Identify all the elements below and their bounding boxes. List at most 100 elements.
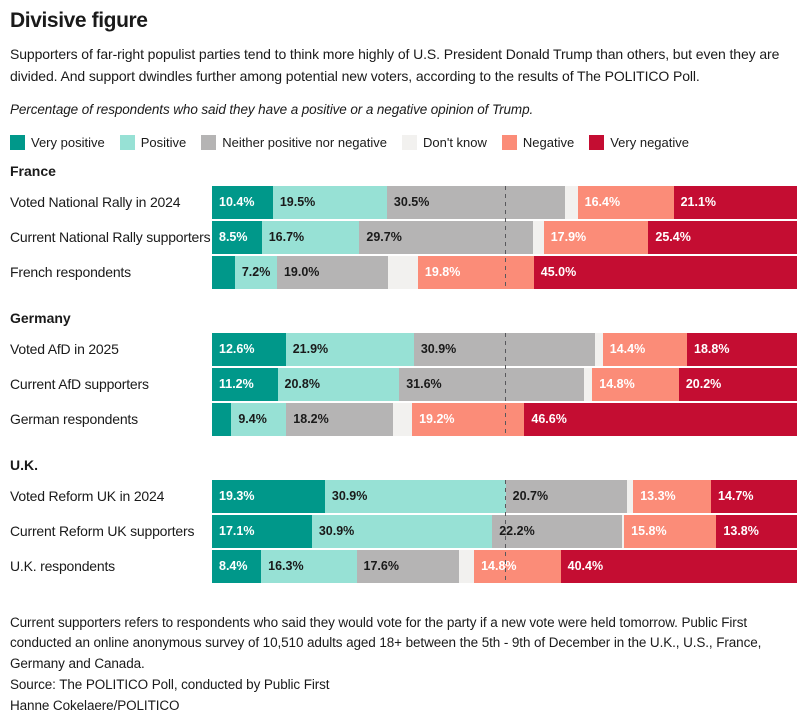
page-title: Divisive figure xyxy=(10,9,148,32)
bar-segment-very_positive xyxy=(212,255,235,289)
fifty-percent-guide-line xyxy=(504,332,506,436)
bar-segment-very_positive: 8.5% xyxy=(212,220,262,254)
bar-segment-dont_know xyxy=(621,514,625,548)
legend: Very positive Positive Neither positive no… xyxy=(10,134,797,150)
chart-row-voted-national-rally-in-2024: Voted National Rally in 2024 10.4% 19.5% 30… xyxy=(10,185,797,219)
bar-segment-positive: 9.4% xyxy=(231,402,287,436)
group-france: France Voted National Rally in 2024 10.4% 1… xyxy=(10,163,797,289)
segment-value-label: 30.9% xyxy=(331,489,368,504)
bar-segment-negative: 19.2% xyxy=(412,402,525,436)
stacked-bar: 19.3% 30.9% 20.7% 13.3% 14.7% xyxy=(212,479,798,513)
bar-segment-negative: 14.8% xyxy=(474,549,561,583)
chart-row-german-respondents: German respondents 9.4% 18.2% 19.2% 46.6% xyxy=(10,402,797,436)
chart-row-current-afd-supporters: Current AfD supporters 11.2% 20.8% 31.6% 14.… xyxy=(10,367,797,401)
legend-item-very_positive: Very positive xyxy=(10,134,105,150)
chart-row-current-national-rally-supporters: Current National Rally supporters 8.5% 16.… xyxy=(10,220,797,254)
legend-label: Very negative xyxy=(610,134,689,150)
legend-label: Neither positive nor negative xyxy=(222,134,387,150)
row-label: German respondents xyxy=(10,411,138,428)
legend-label: Don't know xyxy=(423,134,487,150)
fifty-percent-guide-line xyxy=(504,479,506,583)
segment-value-label: 7.2% xyxy=(241,265,271,280)
bar-segment-dont_know xyxy=(392,402,413,436)
bar-segment-positive: 19.5% xyxy=(272,185,387,219)
legend-item-very_negative: Very negative xyxy=(589,134,689,150)
bar-segment-positive: 7.2% xyxy=(234,255,277,289)
bar-segment-very_negative: 18.8% xyxy=(687,332,797,366)
segment-value-label: 9.4% xyxy=(238,412,267,427)
bar-segment-very_positive xyxy=(212,402,232,436)
segment-value-label: 12.6% xyxy=(219,342,255,357)
bar-segment-dont_know xyxy=(626,479,634,513)
group-rows: Voted AfD in 2025 12.6% 21.9% 30.9% 14.4% 18.… xyxy=(10,332,797,436)
segment-value-label: 14.4% xyxy=(609,342,646,357)
legend-swatch-negative xyxy=(501,134,517,150)
bar-segment-very_positive: 17.1% xyxy=(212,514,312,548)
chart-row-current-reform-uk-supporters: Current Reform UK supporters 17.1% 30.9% 22… xyxy=(10,514,797,548)
segment-value-label: 16.4% xyxy=(584,195,621,210)
segment-value-label: 20.2% xyxy=(685,377,722,392)
chart-row-french-respondents: French respondents 7.2% 19.0% 19.8% 45.0% xyxy=(10,255,797,289)
bar-segment-dont_know xyxy=(594,332,603,366)
segment-value-label: 40.4% xyxy=(567,559,604,574)
legend-item-neither: Neither positive nor negative xyxy=(201,134,387,150)
segment-value-label: 19.5% xyxy=(279,195,316,210)
stacked-bar-chart: France Voted National Rally in 2024 10.4% 1… xyxy=(10,163,798,583)
segment-value-label: 10.4% xyxy=(219,195,255,210)
segment-value-label: 15.8% xyxy=(631,524,667,539)
segment-value-label: 25.4% xyxy=(655,230,691,245)
bar-segment-negative: 13.3% xyxy=(633,479,712,513)
row-label: Current Reform UK supporters xyxy=(10,523,195,540)
bar-segment-very_positive: 12.6% xyxy=(212,332,286,366)
bar-segment-dont_know xyxy=(388,255,418,289)
legend-swatch-neither xyxy=(201,134,217,150)
segment-value-label: 30.5% xyxy=(393,195,430,210)
segment-value-label: 30.9% xyxy=(318,524,355,539)
bar-segment-negative: 19.8% xyxy=(417,255,534,289)
chart-footer: Current supporters refers to respondents… xyxy=(10,613,797,717)
stacked-bar: 17.1% 30.9% 22.2% 15.8% 13.8% xyxy=(212,514,797,548)
bar-segment-dont_know xyxy=(565,185,578,219)
segment-value-label: 17.6% xyxy=(363,559,399,574)
segment-value-label: 11.2% xyxy=(219,377,254,392)
source-line: Source: The POLITICO Poll, conducted by … xyxy=(10,677,330,693)
group-rows: Voted Reform UK in 2024 19.3% 30.9% 20.7% 13… xyxy=(10,479,798,583)
stacked-bar: 7.2% 19.0% 19.8% 45.0% xyxy=(212,255,797,289)
bar-segment-neither: 22.2% xyxy=(492,514,622,548)
bar-segment-very_negative: 14.7% xyxy=(711,479,798,513)
row-label: Voted National Rally in 2024 xyxy=(10,194,181,211)
legend-item-positive: Positive xyxy=(119,134,186,150)
bar-segment-negative: 15.8% xyxy=(624,514,717,548)
segment-value-label: 19.0% xyxy=(283,265,320,280)
bar-segment-neither: 18.2% xyxy=(286,402,393,436)
segment-value-label: 14.8% xyxy=(481,559,517,574)
segment-value-label: 45.0% xyxy=(540,265,577,280)
segment-value-label: 8.5% xyxy=(219,230,248,245)
group-u-k: U.K. Voted Reform UK in 2024 19.3% 30.9% 20.… xyxy=(10,457,798,583)
bar-segment-very_negative: 45.0% xyxy=(533,255,797,289)
segment-value-label: 14.8% xyxy=(599,377,635,392)
bar-segment-positive: 30.9% xyxy=(311,514,493,548)
stacked-bar: 8.4% 16.3% 17.6% 14.8% 40.4% xyxy=(212,549,797,583)
group-label: Germany xyxy=(10,309,71,326)
row-label: Current National Rally supporters xyxy=(10,229,211,246)
stacked-bar: 9.4% 18.2% 19.2% 46.6% xyxy=(212,402,797,436)
stacked-bar: 10.4% 19.5% 30.5% 16.4% 21.1% xyxy=(212,185,797,219)
chart-row-voted-reform-uk-in-2024: Voted Reform UK in 2024 19.3% 30.9% 20.7% 13… xyxy=(10,479,798,513)
group-germany: Germany Voted AfD in 2025 12.6% 21.9% 30.9% 1… xyxy=(10,310,797,436)
bar-segment-very_negative: 21.1% xyxy=(673,185,797,219)
legend-item-negative: Negative xyxy=(501,134,574,150)
bar-segment-neither: 31.6% xyxy=(399,367,585,401)
row-label: Current AfD supporters xyxy=(10,376,149,393)
row-label: French respondents xyxy=(10,264,131,281)
legend-label: Very positive xyxy=(31,134,105,150)
bar-segment-very_negative: 25.4% xyxy=(648,220,797,254)
bar-segment-very_negative: 40.4% xyxy=(560,549,797,583)
segment-value-label: 46.6% xyxy=(531,412,567,427)
bar-segment-very_positive: 11.2% xyxy=(212,367,278,401)
segment-value-label: 8.4% xyxy=(219,559,248,574)
segment-value-label: 29.7% xyxy=(366,230,402,245)
bar-segment-positive: 16.3% xyxy=(261,549,357,583)
segment-value-label: 20.8% xyxy=(284,377,320,392)
byline: Hanne Cokelaere/POLITICO xyxy=(10,698,180,714)
